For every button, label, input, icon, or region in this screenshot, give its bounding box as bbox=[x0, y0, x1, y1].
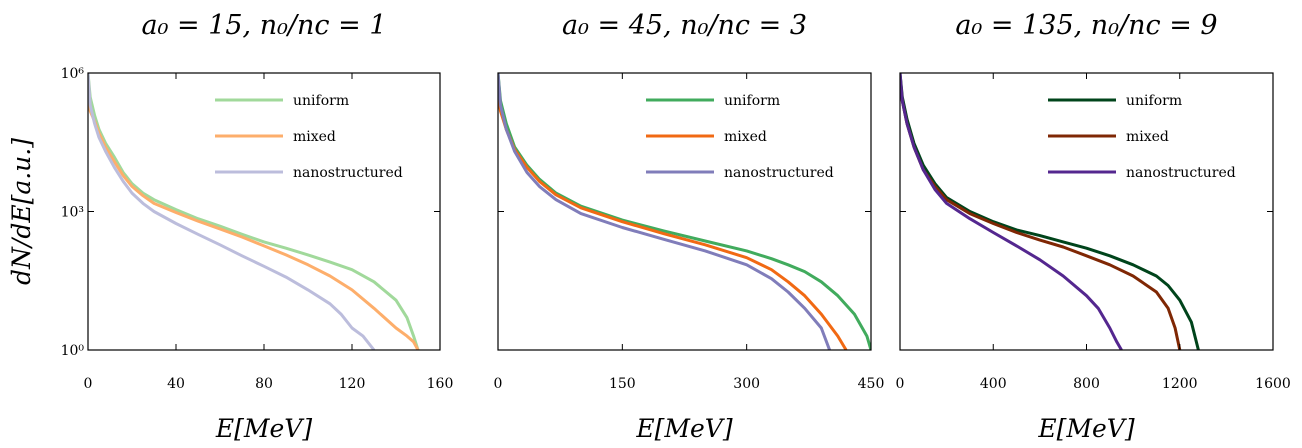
x-tick-label: 400 bbox=[980, 376, 1007, 392]
x-tick-label: 450 bbox=[858, 376, 885, 392]
series-line-mixed bbox=[900, 77, 1182, 350]
x-tick-label: 0 bbox=[494, 376, 503, 392]
x-axis-label: E[MeV] bbox=[1037, 414, 1134, 443]
series-group bbox=[900, 73, 1200, 350]
series-line-nanostructured bbox=[498, 73, 832, 350]
chart-title: a₀ = 15, n₀/nc = 1 bbox=[141, 10, 386, 41]
panel-3: a₀ = 135, n₀/nc = 9 0 400 800 1200 1600 E[MeV]… bbox=[896, 10, 1291, 443]
x-axis-label: E[MeV] bbox=[215, 414, 312, 443]
legend-label-mixed: mixed bbox=[724, 129, 767, 145]
y-tick-label: 10⁰ bbox=[61, 343, 85, 359]
x-tick-label: 0 bbox=[84, 376, 93, 392]
chart-title: a₀ = 45, n₀/nc = 3 bbox=[562, 10, 807, 41]
series-group bbox=[498, 73, 871, 350]
series-line-uniform bbox=[900, 73, 1200, 350]
series-line-mixed bbox=[88, 96, 420, 350]
x-tick-label: 1200 bbox=[1162, 376, 1198, 392]
x-tick-label: 160 bbox=[427, 376, 454, 392]
plot-frame bbox=[87, 72, 441, 351]
legend-label-nanostructured: nanostructured bbox=[1126, 165, 1236, 181]
x-tick-label: 300 bbox=[733, 376, 760, 392]
legend-label-nanostructured: nanostructured bbox=[293, 165, 403, 181]
y-tick-label: 10⁶ bbox=[61, 66, 85, 82]
series-group bbox=[88, 73, 420, 350]
x-tick-label: 120 bbox=[339, 376, 366, 392]
x-tick-label: 40 bbox=[167, 376, 185, 392]
x-tick-label: 150 bbox=[609, 376, 636, 392]
legend-label-mixed: mixed bbox=[293, 129, 336, 145]
series-line-nanostructured bbox=[88, 73, 376, 350]
legend-label-uniform: uniform bbox=[293, 93, 349, 109]
x-tick-label: 800 bbox=[1073, 376, 1100, 392]
x-tick-label: 0 bbox=[896, 376, 905, 392]
y-tick-label: 10³ bbox=[61, 205, 84, 221]
series-line-nanostructured bbox=[900, 73, 1123, 350]
x-tick-label: 80 bbox=[255, 376, 273, 392]
plot-frame bbox=[899, 72, 1274, 351]
legend-label-nanostructured: nanostructured bbox=[724, 165, 834, 181]
series-line-uniform bbox=[88, 73, 420, 350]
y-axis-label: dN/dE[a.u.] bbox=[7, 138, 36, 285]
legend-label-uniform: uniform bbox=[724, 93, 780, 109]
x-axis-label: E[MeV] bbox=[635, 414, 732, 443]
legend-label-mixed: mixed bbox=[1126, 129, 1169, 145]
x-tick-label: 1600 bbox=[1255, 376, 1291, 392]
panel-1: a₀ = 15, n₀/nc = 1 0 40 80 120 160 10⁰ 10³ 10⁶ E[… bbox=[7, 10, 453, 443]
chart-title: a₀ = 135, n₀/nc = 9 bbox=[955, 10, 1217, 41]
panel-2: a₀ = 45, n₀/nc = 3 0 150 300 450 E[MeV] unifor… bbox=[494, 10, 885, 443]
legend-label-uniform: uniform bbox=[1126, 93, 1182, 109]
